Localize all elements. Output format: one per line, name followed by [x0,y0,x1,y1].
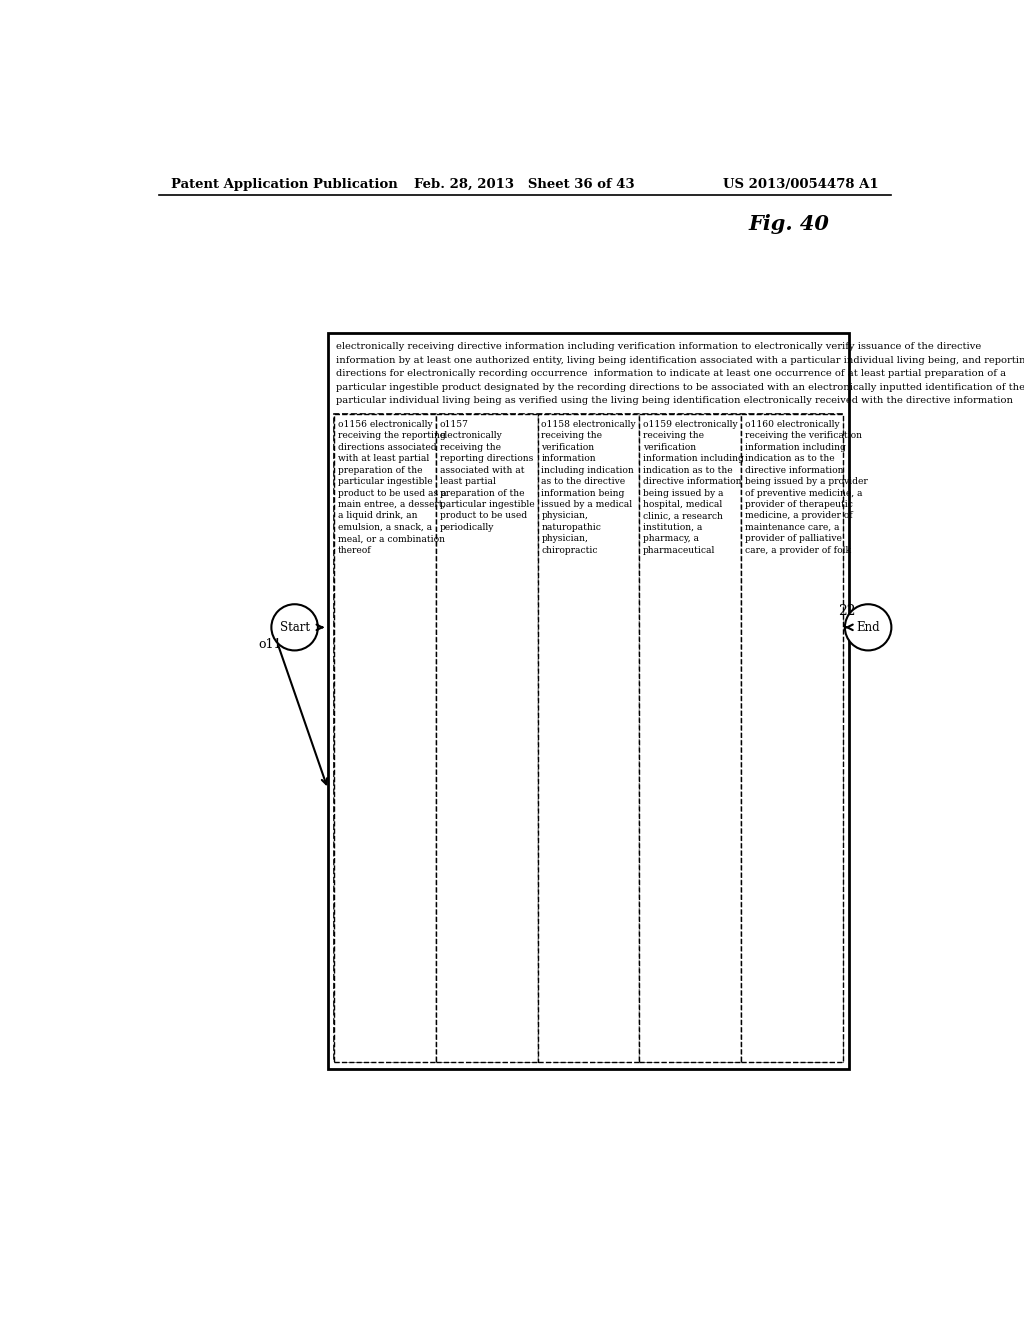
Text: o1156 electronically
receiving the reporting
directions associated
with at least: o1156 electronically receiving the repor… [338,420,446,554]
Bar [639,414,741,1063]
Bar [334,414,843,1063]
Text: o1160 electronically
receiving the verification
information including
indication: o1160 electronically receiving the verif… [744,420,867,554]
Text: o11: o11 [258,638,282,651]
Text: o1158 electronically
receiving the
verification
information
including indication: o1158 electronically receiving the verif… [542,420,636,554]
Text: Patent Application Publication: Patent Application Publication [171,178,397,190]
Bar [436,414,538,1063]
Text: o1157
electronically
receiving the
reporting directions
associated with at
least: o1157 electronically receiving the repor… [439,420,535,532]
Circle shape [271,605,317,651]
Text: directions for electronically recording occurrence  information to indicate at l: directions for electronically recording … [336,370,1006,379]
Text: Start: Start [280,622,309,634]
Bar [538,414,639,1063]
Text: particular individual living being as verified using the living being identifica: particular individual living being as ve… [336,396,1013,405]
Text: particular ingestible product designated by the recording directions to be assoc: particular ingestible product designated… [336,383,1024,392]
Text: electronically receiving directive information including verification informatio: electronically receiving directive infor… [336,342,981,351]
Text: information by at least one authorized entity, living being identification assoc: information by at least one authorized e… [336,356,1024,364]
Text: 22: 22 [838,605,856,618]
Circle shape [845,605,891,651]
Bar [741,414,843,1063]
Text: o1159 electronically
receiving the
verification
information including
indication: o1159 electronically receiving the verif… [643,420,744,554]
Text: End: End [856,622,880,634]
Text: US 2013/0054478 A1: US 2013/0054478 A1 [723,178,879,190]
Text: Feb. 28, 2013   Sheet 36 of 43: Feb. 28, 2013 Sheet 36 of 43 [415,178,635,190]
Bar [328,333,849,1069]
Text: Fig. 40: Fig. 40 [748,214,828,234]
Bar [334,414,436,1063]
